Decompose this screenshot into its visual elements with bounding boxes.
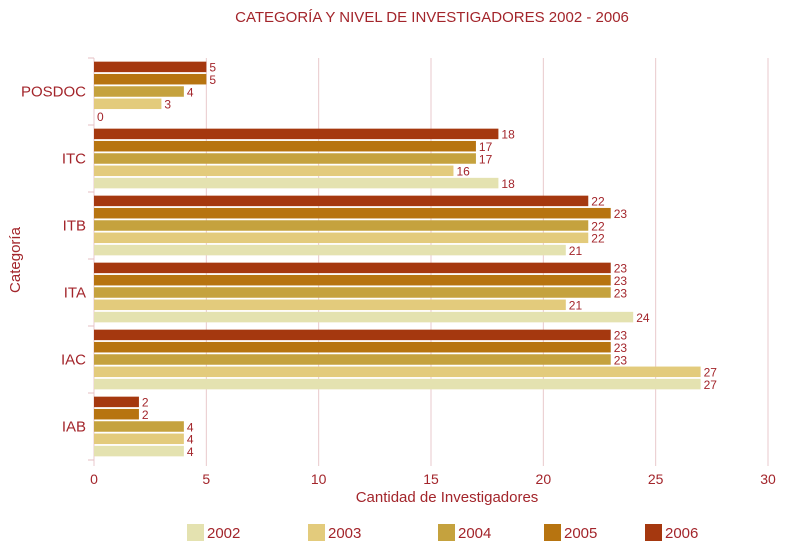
bar-IAC-2003 [94,366,701,378]
bar-ITB-2005 [94,207,611,219]
category-label: ITA [64,285,86,302]
data-label: 3 [164,98,171,112]
data-label: 23 [614,329,628,343]
bar-ITC-2006 [94,128,499,140]
x-axis-label: Cantidad de Investigadores [356,489,539,506]
data-label: 5 [209,61,216,75]
category-label: POSDOC [21,84,86,101]
data-label: 4 [187,433,194,447]
bar-ITB-2002 [94,244,566,256]
data-label: 2 [142,396,149,410]
x-tick-label: 5 [202,471,210,487]
category-label: IAB [62,419,86,436]
bar-ITB-2004 [94,220,589,231]
legend: 2002 2003 2004 2005 2006 [187,524,698,542]
data-label: 23 [614,274,628,288]
data-label: 17 [479,140,493,154]
legend-label: 2004 [458,525,491,542]
bar-POSDOC-2006 [94,61,207,73]
category-label: ITB [63,218,86,235]
bar-ITA-2006 [94,262,611,274]
chart-title: CATEGORÍA Y NIVEL DE INVESTIGADORES 2002… [235,9,629,26]
bars [94,61,701,457]
data-label: 23 [614,341,628,355]
bar-ITC-2005 [94,140,476,152]
bar-POSDOC-2003 [94,98,162,110]
bar-ITC-2002 [94,177,499,189]
bar-IAB-2004 [94,421,184,432]
bar-ITA-2002 [94,311,634,323]
legend-swatch-2002 [187,524,204,541]
bar-ITB-2006 [94,195,589,207]
x-tick-label: 0 [90,471,98,487]
bar-ITA-2004 [94,287,611,298]
bar-IAC-2004 [94,354,611,365]
data-label: 16 [456,165,470,179]
x-tick-label: 10 [311,471,327,487]
x-tick-label: 20 [536,471,552,487]
x-tick-labels: 0 5 10 15 20 25 30 [90,471,776,487]
data-labels: 5543018171716182223222221232323212423232… [97,61,717,459]
grid [88,57,769,466]
bar-ITB-2003 [94,232,589,244]
x-tick-label: 30 [760,471,776,487]
bar-ITA-2005 [94,274,611,286]
legend-label: 2003 [328,525,361,542]
category-labels: POSDOC ITC ITB ITA IAC IAB [21,84,86,436]
data-label: 5 [209,73,216,87]
data-label: 4 [187,85,194,99]
data-label: 27 [704,366,718,380]
data-label: 4 [187,420,194,434]
legend-swatch-2003 [308,524,325,541]
bar-ITC-2003 [94,165,454,177]
data-label: 18 [501,177,515,191]
legend-label: 2005 [564,525,597,542]
data-label: 22 [591,195,605,209]
data-label: 4 [187,445,194,459]
data-label: 23 [614,353,628,367]
bar-IAB-2005 [94,408,139,420]
legend-label: 2006 [665,525,698,542]
data-label: 21 [569,299,583,313]
x-tick-label: 15 [423,471,439,487]
x-tick-label: 25 [648,471,664,487]
category-label: ITC [62,151,86,168]
bar-POSDOC-2004 [94,86,184,97]
bar-IAB-2003 [94,433,184,445]
data-label: 23 [614,207,628,221]
data-label: 22 [591,219,605,233]
bar-IAC-2006 [94,329,611,341]
legend-swatch-2006 [645,524,662,541]
data-label: 22 [591,232,605,246]
data-label: 17 [479,152,493,166]
data-label: 18 [501,128,515,142]
bar-IAB-2006 [94,396,139,408]
data-label: 0 [97,110,104,124]
bar-POSDOC-2005 [94,73,207,85]
data-label: 21 [569,244,583,258]
data-label: 24 [636,311,650,325]
bar-ITA-2003 [94,299,566,311]
y-axis-label: Categoría [7,226,24,293]
bar-IAB-2002 [94,445,184,457]
legend-swatch-2004 [438,524,455,541]
data-label: 27 [704,378,718,392]
bar-ITC-2004 [94,153,476,164]
bar-IAC-2002 [94,378,701,390]
bar-IAC-2005 [94,341,611,353]
data-label: 2 [142,408,149,422]
legend-swatch-2005 [544,524,561,541]
category-label: IAC [61,352,86,369]
data-label: 23 [614,262,628,276]
data-label: 23 [614,286,628,300]
legend-label: 2002 [207,525,240,542]
